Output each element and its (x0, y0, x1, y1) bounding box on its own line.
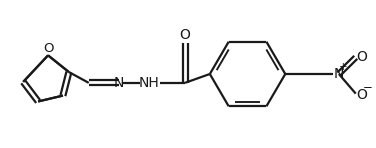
Text: N: N (334, 67, 344, 81)
Text: NH: NH (139, 76, 160, 90)
Text: N: N (113, 76, 124, 90)
Text: O: O (356, 88, 367, 102)
Text: O: O (180, 28, 191, 42)
Text: −: − (363, 81, 373, 94)
Text: O: O (43, 42, 53, 55)
Text: O: O (356, 50, 367, 64)
Text: +: + (338, 62, 347, 72)
